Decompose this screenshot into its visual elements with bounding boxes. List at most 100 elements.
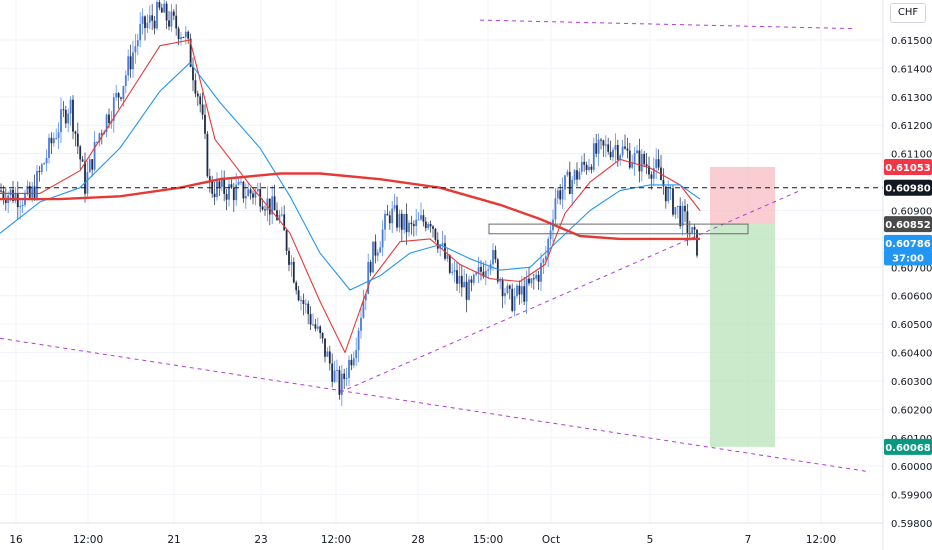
candle-body	[283, 214, 286, 231]
candle-body	[252, 193, 254, 198]
candle-body	[357, 330, 360, 351]
candle-body	[573, 170, 576, 180]
candle-body	[535, 274, 538, 279]
candle-body	[590, 166, 593, 170]
candle-body	[429, 224, 432, 227]
candle-body	[580, 161, 583, 172]
price-tick-label: 0.60000	[891, 462, 932, 473]
candle-body	[364, 294, 367, 301]
trendline	[0, 337, 871, 473]
candle-body	[276, 210, 278, 221]
candle-body	[340, 373, 343, 395]
candle-body	[271, 196, 274, 215]
candle-body	[657, 159, 660, 168]
candle-body	[343, 373, 346, 379]
candle-body	[26, 185, 29, 194]
candle-body	[367, 262, 370, 295]
time-tick-label: 7	[745, 534, 752, 546]
price-tick-label: 0.60600	[891, 292, 932, 303]
candle-body	[487, 269, 490, 271]
candle-body	[544, 256, 547, 260]
price-tag-label: 0.61053	[885, 163, 931, 174]
candle-body	[484, 270, 487, 277]
candle-body	[21, 204, 24, 207]
time-tick-label: 12:00	[73, 534, 103, 546]
candle-body	[636, 150, 638, 154]
moving-average-line-1	[0, 39, 701, 354]
time-tick-label: Oct	[542, 534, 560, 546]
candle-body	[504, 292, 506, 297]
candle-body	[88, 159, 91, 173]
candle-body	[141, 16, 144, 24]
candle-body	[686, 211, 689, 233]
candle-body	[187, 31, 190, 39]
candle-body	[408, 222, 410, 233]
candle-body	[482, 271, 485, 277]
candle-body	[211, 180, 214, 194]
candle-body	[612, 149, 614, 158]
candle-body	[165, 3, 168, 21]
candle-body	[105, 114, 108, 132]
candle-body	[513, 296, 516, 311]
support-zone-box	[488, 223, 749, 235]
candle-body	[93, 141, 96, 170]
candle-body	[448, 255, 451, 273]
price-tag	[884, 234, 932, 251]
candle-body	[528, 278, 530, 284]
candle-body	[292, 261, 295, 283]
candle-body	[55, 137, 58, 139]
candle-body	[602, 140, 605, 146]
candle-body	[662, 180, 665, 187]
candle-body	[208, 176, 211, 181]
price-tick-label: 0.59900	[891, 491, 932, 502]
candle-body	[604, 144, 607, 146]
candle-body	[532, 278, 535, 280]
candle-body	[576, 170, 578, 180]
candle-body	[386, 213, 389, 216]
candle-body	[355, 350, 358, 359]
moving-average-line-2	[0, 62, 701, 291]
price-tick-label: 0.60200	[891, 405, 932, 416]
currency-badge[interactable]: CHF	[890, 3, 926, 23]
candle-body	[148, 15, 151, 23]
candle-body	[480, 266, 482, 272]
candle-body	[619, 155, 622, 160]
candle-body	[588, 166, 590, 170]
candle-body	[559, 190, 562, 200]
candle-body	[124, 75, 127, 87]
candle-body	[158, 2, 161, 8]
candle-body	[2, 191, 5, 199]
risk-reward-position	[710, 167, 775, 447]
candle-body	[297, 290, 300, 301]
candle-body	[571, 179, 574, 194]
candles	[0, 0, 698, 406]
time-tick-label: 21	[167, 534, 180, 546]
candle-body	[160, 7, 163, 13]
candle-body	[650, 174, 653, 179]
time-tick-label: 12:00	[806, 534, 836, 546]
candle-body	[196, 93, 199, 97]
candle-body	[664, 186, 667, 202]
candle-body	[127, 56, 130, 76]
candle-body	[499, 280, 502, 282]
candle-body	[381, 229, 384, 248]
candle-body	[206, 133, 209, 177]
candle-body	[501, 280, 504, 297]
candle-body	[0, 190, 2, 192]
candle-body	[170, 11, 173, 27]
candle-body	[182, 37, 185, 39]
candle-body	[309, 314, 312, 325]
candle-body	[506, 285, 509, 293]
candle-body	[624, 146, 626, 149]
candle-body	[40, 164, 43, 172]
price-tag-label: 0.60852	[885, 220, 931, 231]
candle-body	[223, 177, 226, 194]
candle-body	[64, 109, 67, 124]
price-tag	[884, 179, 932, 196]
time-tick-label: 28	[411, 534, 424, 546]
candle-body	[693, 227, 696, 230]
candle-body	[645, 164, 648, 167]
candle-body	[132, 52, 134, 70]
candle-body	[432, 226, 434, 229]
